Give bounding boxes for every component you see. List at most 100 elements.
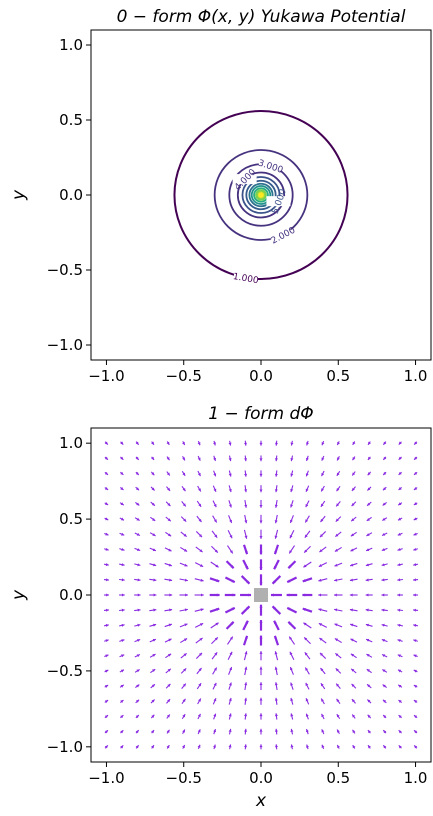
quiver-arrow bbox=[365, 547, 373, 552]
quiver-arrow bbox=[244, 697, 248, 705]
quiver-arrow bbox=[289, 651, 295, 660]
quiver-arrow bbox=[365, 563, 373, 567]
quiver-arrow bbox=[135, 684, 140, 689]
quiver-arrow bbox=[119, 593, 125, 597]
quiver-arrow bbox=[243, 651, 248, 661]
quiver-arrow bbox=[352, 456, 356, 461]
quiver-arrow bbox=[179, 608, 188, 612]
quiver-x-ticks: −1.0 −0.5 0.0 0.5 1.0 bbox=[88, 762, 427, 787]
quiver-arrow bbox=[104, 487, 109, 491]
quiver-arrow bbox=[104, 517, 109, 521]
quiver-arrow bbox=[228, 666, 233, 675]
quiver-arrow bbox=[352, 744, 356, 749]
quiver-arrow bbox=[334, 546, 342, 552]
quiver-arrow bbox=[228, 697, 232, 705]
quiver-arrow bbox=[413, 471, 418, 476]
quiver-arrow bbox=[119, 487, 124, 491]
quiver-arrow bbox=[318, 622, 328, 628]
quiver-arrow bbox=[196, 515, 202, 523]
contour-line bbox=[250, 185, 272, 205]
quiver-arrow bbox=[259, 713, 263, 720]
quiver-arrow bbox=[413, 441, 418, 445]
quiver-arrow bbox=[367, 456, 371, 461]
quiver-arrow bbox=[319, 531, 327, 538]
quiver-arrow bbox=[244, 500, 248, 508]
quiver-arrow bbox=[334, 578, 343, 582]
quiver-arrow bbox=[350, 668, 357, 674]
quiver-arrow bbox=[243, 529, 248, 539]
quiver-arrow bbox=[134, 669, 140, 673]
quiver-arrow bbox=[350, 531, 357, 537]
quiver-arrow bbox=[242, 559, 249, 570]
quiver-arrow bbox=[290, 470, 294, 477]
quiver-arrow bbox=[197, 729, 201, 735]
quiver-arrow bbox=[104, 471, 109, 476]
quiver-arrow bbox=[213, 744, 216, 750]
quiver-y-tick-label: −0.5 bbox=[47, 662, 83, 680]
quiver-arrow bbox=[382, 699, 387, 704]
quiver-arrow bbox=[305, 713, 309, 720]
quiver-arrow bbox=[104, 745, 109, 749]
quiver-arrow bbox=[366, 668, 372, 674]
quiver-x-axis-label: x bbox=[255, 791, 267, 811]
contour-line bbox=[236, 171, 286, 219]
quiver-arrow bbox=[290, 744, 294, 750]
quiver-arrow bbox=[135, 501, 140, 506]
contour-line bbox=[248, 182, 274, 208]
quiver-arrow bbox=[165, 531, 172, 537]
quiver-arrow bbox=[367, 471, 372, 476]
quiver-arrow bbox=[274, 651, 279, 661]
quiver-arrow bbox=[334, 531, 342, 538]
quiver-arrow bbox=[306, 744, 309, 750]
quiver-arrow bbox=[273, 559, 280, 570]
contour-line bbox=[255, 189, 267, 201]
quiver-arrow bbox=[164, 593, 173, 597]
quiver-arrow bbox=[213, 440, 216, 446]
quiver-arrow bbox=[365, 593, 373, 597]
quiver-arrow bbox=[196, 682, 202, 690]
quiver-arrow bbox=[288, 636, 295, 645]
quiver-arrow bbox=[243, 744, 248, 750]
quiver-arrow bbox=[196, 667, 202, 675]
quiver-arrow bbox=[259, 500, 263, 508]
quiver-arrow bbox=[164, 578, 173, 582]
quiver-arrow bbox=[259, 666, 263, 676]
quiver-arrow bbox=[119, 669, 125, 673]
quiver-arrow bbox=[320, 667, 326, 675]
quiver-arrow bbox=[242, 620, 249, 631]
contour-x-tick-label: 0.0 bbox=[249, 367, 273, 385]
quiver-arrow bbox=[166, 486, 171, 492]
quiver-arrow bbox=[271, 575, 282, 585]
quiver-arrow bbox=[197, 455, 201, 461]
quiver-arrow bbox=[352, 441, 356, 446]
quiver-arrow bbox=[352, 729, 356, 734]
quiver-arrow bbox=[165, 501, 171, 507]
quiver-arrow bbox=[182, 441, 186, 446]
quiver-arrow bbox=[398, 744, 402, 749]
quiver-arrow bbox=[179, 593, 188, 597]
quiver-arrow bbox=[397, 608, 403, 612]
quiver-arrow bbox=[150, 714, 155, 719]
quiver-arrow bbox=[382, 684, 387, 689]
quiver-arrow bbox=[120, 729, 124, 734]
quiver-arrow bbox=[209, 577, 220, 583]
quiver-arrow bbox=[244, 666, 248, 676]
contour-y-tick-label: 0.0 bbox=[59, 186, 83, 204]
quiver-arrow bbox=[382, 744, 387, 749]
quiver-arrow bbox=[334, 593, 343, 597]
quiver-arrow bbox=[382, 669, 388, 673]
quiver-arrow bbox=[274, 455, 278, 462]
quiver-arrow bbox=[104, 684, 109, 688]
quiver-arrow bbox=[397, 654, 403, 658]
quiver-arrow bbox=[182, 456, 186, 461]
quiver-arrow bbox=[349, 562, 358, 567]
quiver-arrow bbox=[209, 593, 220, 597]
contour-lines bbox=[173, 110, 349, 280]
quiver-arrow bbox=[213, 470, 217, 477]
quiver-arrow bbox=[320, 485, 325, 492]
quiver-arrow bbox=[274, 744, 279, 750]
quiver-arrow bbox=[259, 529, 263, 539]
quiver-arrow bbox=[225, 560, 235, 569]
quiver-arrow bbox=[413, 669, 418, 673]
quiver-x-tick-label: −1.0 bbox=[88, 769, 124, 787]
